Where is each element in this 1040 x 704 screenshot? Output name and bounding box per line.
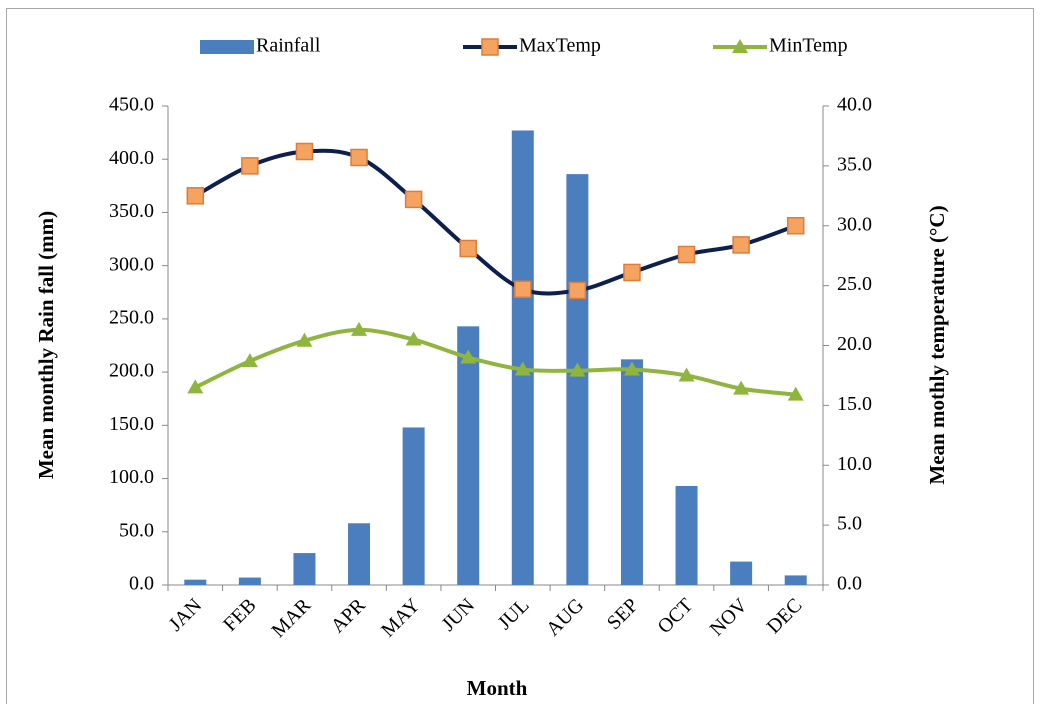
- y-tick-label: 0.0: [129, 573, 154, 595]
- y-tick-label: 400.0: [109, 147, 154, 169]
- legend-marker: [481, 38, 499, 56]
- bar: [511, 130, 534, 585]
- marker: [677, 245, 696, 264]
- marker: [295, 142, 314, 161]
- bar: [457, 326, 480, 585]
- y2-axis-title: Mean mothly temperature (°C): [925, 205, 949, 484]
- marker: [296, 332, 313, 347]
- marker: [514, 280, 532, 298]
- y2-tick-label: 5.0: [837, 513, 862, 535]
- bar: [566, 174, 589, 585]
- legend-label: Rainfall: [256, 35, 321, 57]
- bar: [784, 575, 807, 585]
- marker: [186, 187, 205, 205]
- marker: [350, 148, 368, 167]
- bar: [620, 359, 643, 585]
- y-tick-label: 50.0: [119, 519, 154, 541]
- bar: [238, 577, 261, 585]
- marker: [187, 379, 204, 394]
- y-tick-label: 450.0: [109, 94, 154, 116]
- marker: [732, 236, 750, 254]
- y-tick-label: 250.0: [109, 306, 154, 328]
- y-axis-title: Mean monthly Rain fall (mm): [34, 211, 58, 479]
- y2-tick-label: 25.0: [837, 273, 872, 295]
- marker: [787, 386, 804, 401]
- marker: [241, 157, 259, 175]
- marker: [786, 217, 805, 235]
- legend-label: MaxTemp: [519, 35, 601, 57]
- y2-tick-label: 30.0: [837, 213, 872, 235]
- marker: [623, 263, 641, 282]
- y2-tick-label: 0.0: [837, 573, 862, 595]
- y-tick-label: 150.0: [109, 413, 154, 435]
- marker: [404, 190, 423, 209]
- marker: [459, 239, 477, 258]
- y2-tick-label: 20.0: [837, 333, 872, 355]
- marker: [460, 349, 477, 364]
- y2-tick-label: 10.0: [837, 453, 872, 475]
- legend-label: MinTemp: [769, 35, 848, 57]
- marker: [241, 353, 258, 368]
- y-tick-label: 350.0: [109, 200, 154, 222]
- marker: [405, 331, 422, 346]
- legend-marker: [732, 39, 748, 53]
- bar: [675, 486, 698, 585]
- bar: [348, 523, 371, 585]
- marker: [678, 367, 695, 382]
- marker: [514, 361, 531, 376]
- bar: [293, 553, 316, 585]
- y2-tick-label: 40.0: [837, 94, 872, 116]
- marker: [733, 380, 750, 395]
- y-tick-label: 100.0: [109, 466, 154, 488]
- marker: [351, 321, 368, 336]
- bar: [730, 561, 753, 585]
- y-tick-label: 200.0: [109, 360, 154, 382]
- marker: [568, 281, 587, 300]
- legend-swatch: [200, 40, 254, 54]
- y-tick-label: 300.0: [109, 253, 154, 275]
- bar: [402, 427, 425, 585]
- bar: [184, 579, 207, 585]
- x-axis-title: Month: [467, 676, 528, 700]
- marker: [569, 362, 586, 377]
- marker: [623, 361, 640, 376]
- y2-tick-label: 35.0: [837, 153, 872, 175]
- y2-tick-label: 15.0: [837, 393, 872, 415]
